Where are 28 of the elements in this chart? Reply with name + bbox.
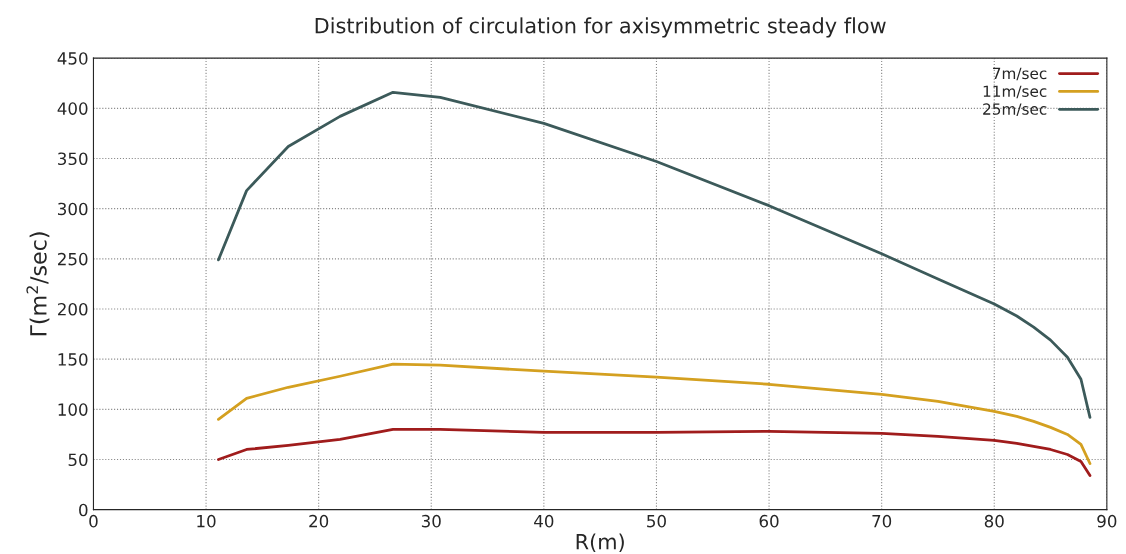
y-axis-title: Γ(m$^{2}$/sec) bbox=[26, 232, 50, 336]
x-tick-label: 60 bbox=[759, 514, 779, 528]
y-tick-label: 300 bbox=[58, 202, 88, 216]
line-series bbox=[217, 428, 1092, 477]
y-tick-label: 0 bbox=[79, 503, 88, 517]
legend-label: 11m/sec bbox=[983, 85, 1047, 99]
x-tick-label: 50 bbox=[647, 514, 666, 528]
y-tick-label: 450 bbox=[57, 52, 88, 65]
x-tick-label: 20 bbox=[309, 514, 329, 528]
x-tick-label: 0 bbox=[89, 514, 98, 528]
y-tick-label: 100 bbox=[58, 403, 88, 416]
y-tick-label: 200 bbox=[58, 302, 88, 316]
x-axis-title: R(m) bbox=[576, 533, 624, 553]
x-tick-label: 40 bbox=[534, 514, 554, 528]
x-tick-label: 70 bbox=[872, 514, 892, 528]
x-tick-label: 10 bbox=[197, 514, 216, 528]
y-tick-label: 350 bbox=[58, 152, 88, 166]
line-series bbox=[217, 362, 1092, 465]
x-tick-label: 80 bbox=[984, 514, 1004, 528]
legend-label: 7m/sec bbox=[993, 67, 1047, 81]
y-tick-label: 150 bbox=[58, 353, 88, 366]
x-tick-label: 90 bbox=[1097, 514, 1117, 528]
chart-title: Distribution of circulation for axisymmetric steady flow bbox=[315, 17, 886, 38]
x-tick-label: 30 bbox=[421, 514, 441, 528]
y-tick-label: 50 bbox=[68, 453, 88, 467]
legend-label: 25m/sec bbox=[983, 103, 1047, 117]
y-tick-label: 250 bbox=[58, 252, 88, 266]
y-tick-label: 400 bbox=[57, 102, 88, 115]
